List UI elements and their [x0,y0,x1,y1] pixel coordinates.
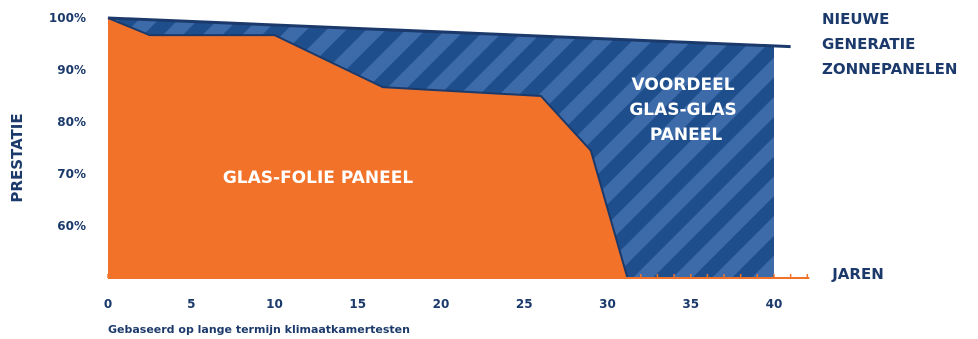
x-tick-label: 15 [349,297,366,311]
advantage-label-line2: GLAS-GLAS [629,100,736,120]
footnote: Gebaseerd op lange termijn klimaatkamert… [108,323,410,336]
x-tick-label: 0 [104,297,112,311]
x-tick-label: 40 [766,297,783,311]
y-axis-title: PRESTATIE [8,113,26,202]
glass-foil-area [108,18,774,278]
y-axis: 60% 70% 80% 90% 100% [49,11,86,233]
glass-foil-line [107,17,774,279]
new-generation-label-line3: ZONNEPANELEN [822,60,957,78]
advantage-area [108,18,774,278]
new-generation-line [107,16,791,49]
y-tick-label: 90% [57,63,86,77]
new-generation-label-line1: NIEUWE [822,10,889,28]
x-tick-label: 35 [682,297,699,311]
x-axis: 0 5 10 15 20 25 30 35 40 [104,274,810,311]
glass-foil-label: GLAS-FOLIE PANEEL [223,168,414,188]
advantage-label-line1: VOORDEEL [632,75,735,95]
advantage-label: VOORDEEL GLAS-GLAS PANEEL [629,75,742,145]
y-tick-label: 80% [57,115,86,129]
new-generation-label-line2: GENERATIE [822,35,915,53]
x-tick-label: 5 [187,297,195,311]
y-tick-label: 70% [57,167,86,181]
area-layer [107,16,791,279]
new-generation-legend-label: NIEUWE GENERATIE ZONNEPANELEN [822,10,957,78]
x-axis-title: JAREN [831,265,884,283]
x-tick-label: 10 [266,297,283,311]
x-tick-label: 30 [599,297,616,311]
x-tick-label: 25 [516,297,533,311]
x-tick-label: 20 [433,297,450,311]
y-tick-label: 100% [49,11,86,25]
y-tick-label: 60% [57,219,86,233]
advantage-label-line3: PANEEL [650,125,723,145]
